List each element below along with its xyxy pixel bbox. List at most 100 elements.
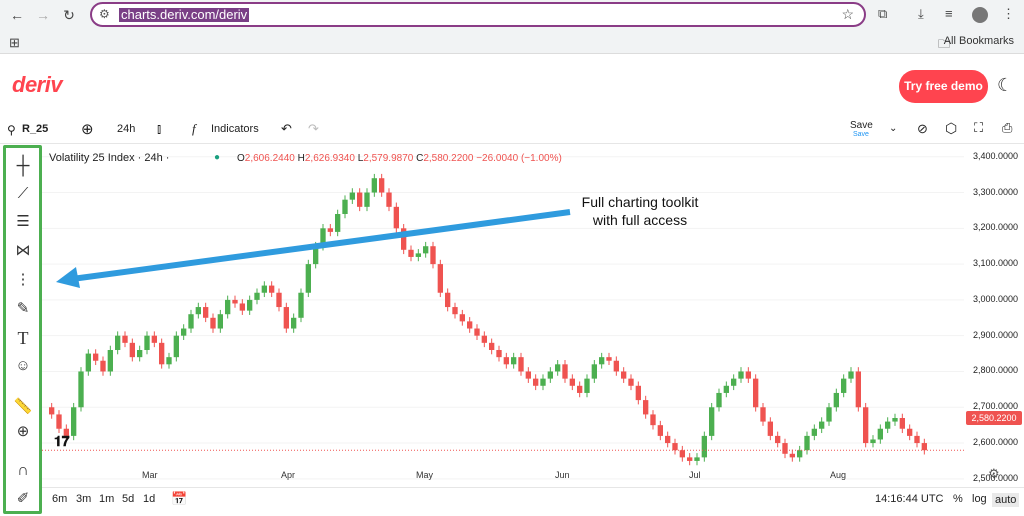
extensions-icon[interactable]: ⧉ [878, 6, 888, 21]
candle-body [298, 292, 304, 318]
compare-add-icon[interactable]: ⊕ [81, 121, 94, 138]
symbol-selector[interactable]: R_25 [22, 123, 49, 135]
auto-scale-toggle[interactable]: auto [992, 493, 1020, 507]
candle-body [841, 378, 847, 393]
folder-icon: 🗀 [938, 37, 951, 51]
range-3m[interactable]: 3m [76, 493, 92, 505]
candle-body [56, 414, 62, 429]
candle-body [540, 378, 546, 386]
candle-body [159, 342, 165, 365]
candle-body [723, 385, 729, 393]
all-bookmarks[interactable]: All Bookmarks [943, 35, 1014, 47]
candle-body [687, 457, 693, 461]
forward-icon[interactable]: → [36, 7, 50, 23]
url-text: charts.deriv.com/deriv [119, 7, 250, 22]
parallel-lines-icon[interactable]: ☰ [16, 213, 30, 230]
annotation-line-2: with full access [592, 212, 688, 228]
candle-body [738, 371, 744, 379]
candle-body [232, 299, 238, 304]
try-free-demo-button[interactable]: Try free demo [899, 70, 988, 103]
candle-body [115, 335, 121, 350]
fibonacci-icon[interactable]: ⋮ [15, 271, 31, 288]
y-tick-label: 3,000.0000 [972, 293, 1018, 304]
candle-body [386, 192, 392, 207]
download-icon[interactable]: ⤓ [918, 6, 924, 21]
theme-toggle-moon-icon[interactable]: ☾ [997, 75, 1014, 95]
y-tick-label: 3,200.0000 [972, 222, 1018, 233]
candle-body [716, 392, 722, 408]
candle-body [379, 178, 385, 193]
candle-body [467, 321, 473, 329]
magnet-icon[interactable]: ∩ [17, 462, 29, 479]
candle-body [93, 353, 99, 361]
drawing-tools-sidebar: ┼ ⟋ ☰ ⋈ ⋮ ✎ T ☺ 📏 ⊕ ∩ ✐ [3, 145, 42, 514]
candle-body [826, 407, 832, 422]
candle-body [745, 371, 751, 379]
y-tick-label: 2,500.0000 [972, 472, 1018, 483]
back-icon[interactable]: ← [10, 7, 24, 23]
apps-grid-icon[interactable]: ⊞ [9, 35, 20, 50]
text-tool-icon[interactable]: T [17, 328, 29, 348]
candle-body [423, 246, 429, 254]
lock-drawings-icon[interactable]: ✐ [16, 490, 30, 507]
candle-body [217, 314, 223, 329]
site-header [0, 55, 1024, 117]
menu-icon[interactable]: ⋮ [1002, 6, 1015, 21]
search-icon[interactable]: ⚲ [7, 123, 16, 137]
candle-body [819, 421, 825, 429]
status-dot-icon: ● [214, 152, 221, 163]
candle-body [188, 314, 194, 329]
price-chart[interactable] [42, 146, 964, 486]
range-1d[interactable]: 1d [143, 493, 156, 505]
save-button[interactable]: Save [850, 120, 873, 131]
undo-icon[interactable]: ↶ [281, 121, 292, 136]
candle-body [767, 421, 773, 436]
trend-line-icon[interactable]: ⟋ [17, 185, 29, 202]
price-axis[interactable]: 3,400.0000 3,300.0000 3,200.0000 3,100.0000… [964, 146, 1024, 486]
camera-icon[interactable]: ⎙ [1002, 120, 1013, 135]
interval-selector[interactable]: 24h [117, 123, 136, 135]
candle-body [203, 307, 209, 318]
range-1m[interactable]: 1m [99, 493, 115, 505]
zoom-in-icon[interactable]: ⊕ [16, 423, 30, 440]
settings-hex-icon[interactable]: ⬡ [945, 120, 958, 136]
percent-toggle[interactable]: % [953, 493, 963, 505]
redo-icon[interactable]: ↷ [308, 121, 319, 136]
candle-body [137, 350, 143, 358]
calendar-icon[interactable]: 📅 [171, 491, 188, 506]
zoom-icon[interactable]: ⊘ [917, 121, 928, 136]
bookmark-star-icon[interactable]: ☆ [841, 6, 854, 22]
candle-body [753, 378, 759, 408]
site-info-icon[interactable]: ⚙ [99, 7, 110, 21]
ruler-icon[interactable]: 📏 [13, 398, 33, 415]
crosshair-icon[interactable]: ┼ [16, 155, 30, 175]
chart-settings-gear-icon[interactable]: ⚙ [988, 466, 1000, 481]
range-5d[interactable]: 5d [122, 493, 135, 505]
reading-list-icon[interactable]: ≡ [945, 6, 953, 21]
candle-body [503, 357, 509, 365]
brush-icon[interactable]: ✎ [16, 300, 30, 317]
candle-body [665, 435, 671, 444]
x-tick-label: Jul [689, 470, 701, 480]
profile-avatar[interactable] [972, 7, 988, 23]
candle-body [437, 264, 443, 293]
emoji-icon[interactable]: ☺ [15, 357, 31, 374]
candle-body [569, 378, 575, 386]
chevron-down-icon[interactable]: ⌄ [889, 123, 898, 134]
candle-body [577, 385, 583, 393]
candle-body [789, 453, 795, 458]
pattern-icon[interactable]: ⋈ [15, 242, 31, 259]
chart-type-candles-icon[interactable]: ⫾ [157, 121, 162, 136]
candle-body [555, 364, 561, 372]
x-tick-label: Aug [830, 470, 847, 480]
candle-body [276, 292, 282, 308]
reload-icon[interactable]: ↻ [63, 7, 75, 23]
fullscreen-icon[interactable]: ⛶ [974, 120, 984, 135]
log-toggle[interactable]: log [972, 493, 987, 505]
candle-body [518, 357, 524, 372]
range-6m[interactable]: 6m [52, 493, 68, 505]
candle-body [877, 428, 883, 440]
address-bar[interactable]: ⚙ charts.deriv.com/deriv ☆ [90, 2, 866, 27]
indicators-button[interactable]: Indicators [211, 123, 259, 135]
deriv-logo[interactable]: deriv [12, 72, 63, 97]
